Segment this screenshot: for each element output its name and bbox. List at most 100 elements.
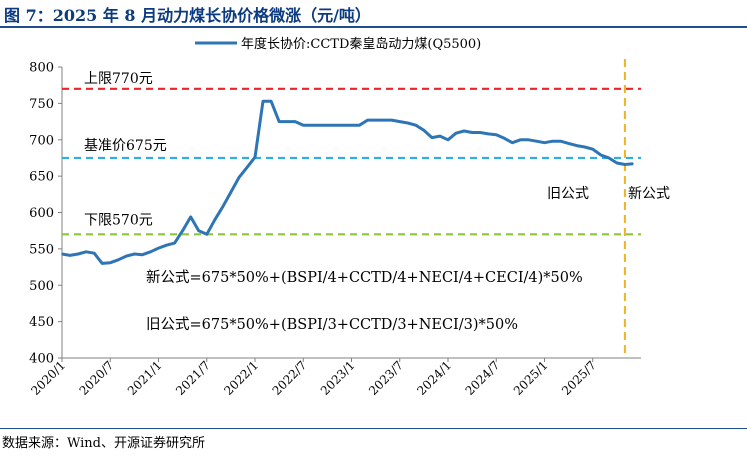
data-point <box>495 133 498 136</box>
new-formula-marker-label: 新公式 <box>628 186 670 202</box>
data-point <box>342 124 345 126</box>
x-tick-label: 2025/7 <box>559 358 599 398</box>
title-rule <box>0 26 747 28</box>
legend-label: 年度长协价:CCTD秦皇岛动力煤(Q5500) <box>241 36 481 52</box>
data-point <box>407 122 409 124</box>
x-tick-label: 2023/7 <box>366 358 406 398</box>
y-tick-label: 550 <box>29 242 54 257</box>
data-point <box>592 148 594 150</box>
data-point <box>455 132 457 134</box>
data-point <box>61 253 63 255</box>
old-formula-text: 旧公式=675*50%+(BSPI/3+CCTD/3+NECI/3)*50% <box>146 316 518 333</box>
y-tick-label: 450 <box>29 315 54 330</box>
data-point <box>77 253 79 255</box>
data-point <box>423 129 425 132</box>
data-point <box>479 131 482 134</box>
y-tick-label: 800 <box>29 61 54 76</box>
figure-title: 图 7：2025 年 8 月动力煤长协价格微涨（元/吨） <box>4 6 371 25</box>
data-point <box>125 255 128 257</box>
data-point <box>214 219 216 221</box>
data-point <box>415 124 417 126</box>
data-point <box>189 216 192 218</box>
data-point <box>157 247 160 249</box>
data-point <box>141 253 144 256</box>
data-point <box>519 139 522 141</box>
reference-line-label: 基准价675元 <box>84 137 167 154</box>
reference-line-label: 下限570元 <box>84 212 153 228</box>
reference-line-label: 上限770元 <box>84 71 153 87</box>
x-tick-label: 2021/7 <box>173 358 213 398</box>
data-point <box>149 251 152 253</box>
data-point <box>390 119 393 121</box>
data-point <box>254 156 256 158</box>
x-tick-label: 2022/1 <box>221 358 261 398</box>
data-point <box>431 136 433 139</box>
data-point <box>318 124 321 126</box>
data-point <box>350 124 353 126</box>
data-point <box>439 135 441 137</box>
data-point <box>230 191 232 193</box>
series-line <box>61 99 634 265</box>
footer-rule <box>0 428 747 429</box>
data-point <box>117 259 120 261</box>
data-point <box>294 120 297 123</box>
data-point <box>551 140 554 142</box>
data-point <box>600 154 602 156</box>
data-point <box>382 119 385 121</box>
data-point <box>222 205 224 208</box>
data-point <box>197 229 200 232</box>
data-point <box>238 176 240 179</box>
x-tick-label: 2024/1 <box>414 358 454 398</box>
data-point <box>632 163 634 165</box>
data-point <box>608 157 610 159</box>
data-point <box>543 141 546 144</box>
data-point <box>326 124 329 126</box>
x-tick-label: 2020/7 <box>77 358 117 398</box>
data-point <box>173 242 176 244</box>
y-tick-label: 750 <box>29 97 54 112</box>
x-tick-label: 2022/7 <box>270 358 310 398</box>
y-tick-label: 500 <box>29 279 54 294</box>
data-point <box>503 137 506 140</box>
y-tick-label: 650 <box>29 170 54 185</box>
data-point <box>181 229 184 232</box>
data-point <box>624 163 626 166</box>
data-point <box>575 144 578 147</box>
data-point <box>302 124 305 126</box>
data-point <box>246 166 248 169</box>
y-tick-label: 700 <box>29 133 54 148</box>
data-point <box>270 100 272 102</box>
data-point <box>511 141 514 144</box>
data-point <box>616 162 618 164</box>
y-tick-label: 600 <box>29 206 54 221</box>
data-point <box>471 131 473 134</box>
data-point <box>93 252 95 254</box>
x-tick-label: 2025/1 <box>511 358 551 398</box>
data-point <box>109 261 112 264</box>
y-tick-label: 400 <box>29 352 54 367</box>
old-formula-marker-label: 旧公式 <box>547 186 589 202</box>
data-point <box>358 124 361 126</box>
data-point <box>583 146 586 148</box>
data-point <box>85 251 87 253</box>
data-point <box>559 140 562 142</box>
source-note: 数据来源：Wind、开源证券研究所 <box>2 436 205 451</box>
data-point <box>165 244 168 246</box>
data-point <box>527 139 530 141</box>
data-point <box>286 120 289 123</box>
data-point <box>206 233 208 236</box>
x-tick-label: 2024/7 <box>463 358 503 398</box>
data-point <box>463 130 465 132</box>
data-point <box>447 139 449 141</box>
data-point <box>310 124 313 126</box>
data-point <box>262 100 264 102</box>
data-point <box>133 253 136 255</box>
new-formula-text: 新公式=675*50%+(BSPI/4+CCTD/4+NECI/4+CECI/4… <box>146 269 583 286</box>
data-point <box>366 119 369 121</box>
data-point <box>399 120 401 123</box>
data-point <box>487 133 490 135</box>
data-point <box>334 124 337 126</box>
data-point <box>278 120 280 123</box>
data-point <box>567 142 570 145</box>
